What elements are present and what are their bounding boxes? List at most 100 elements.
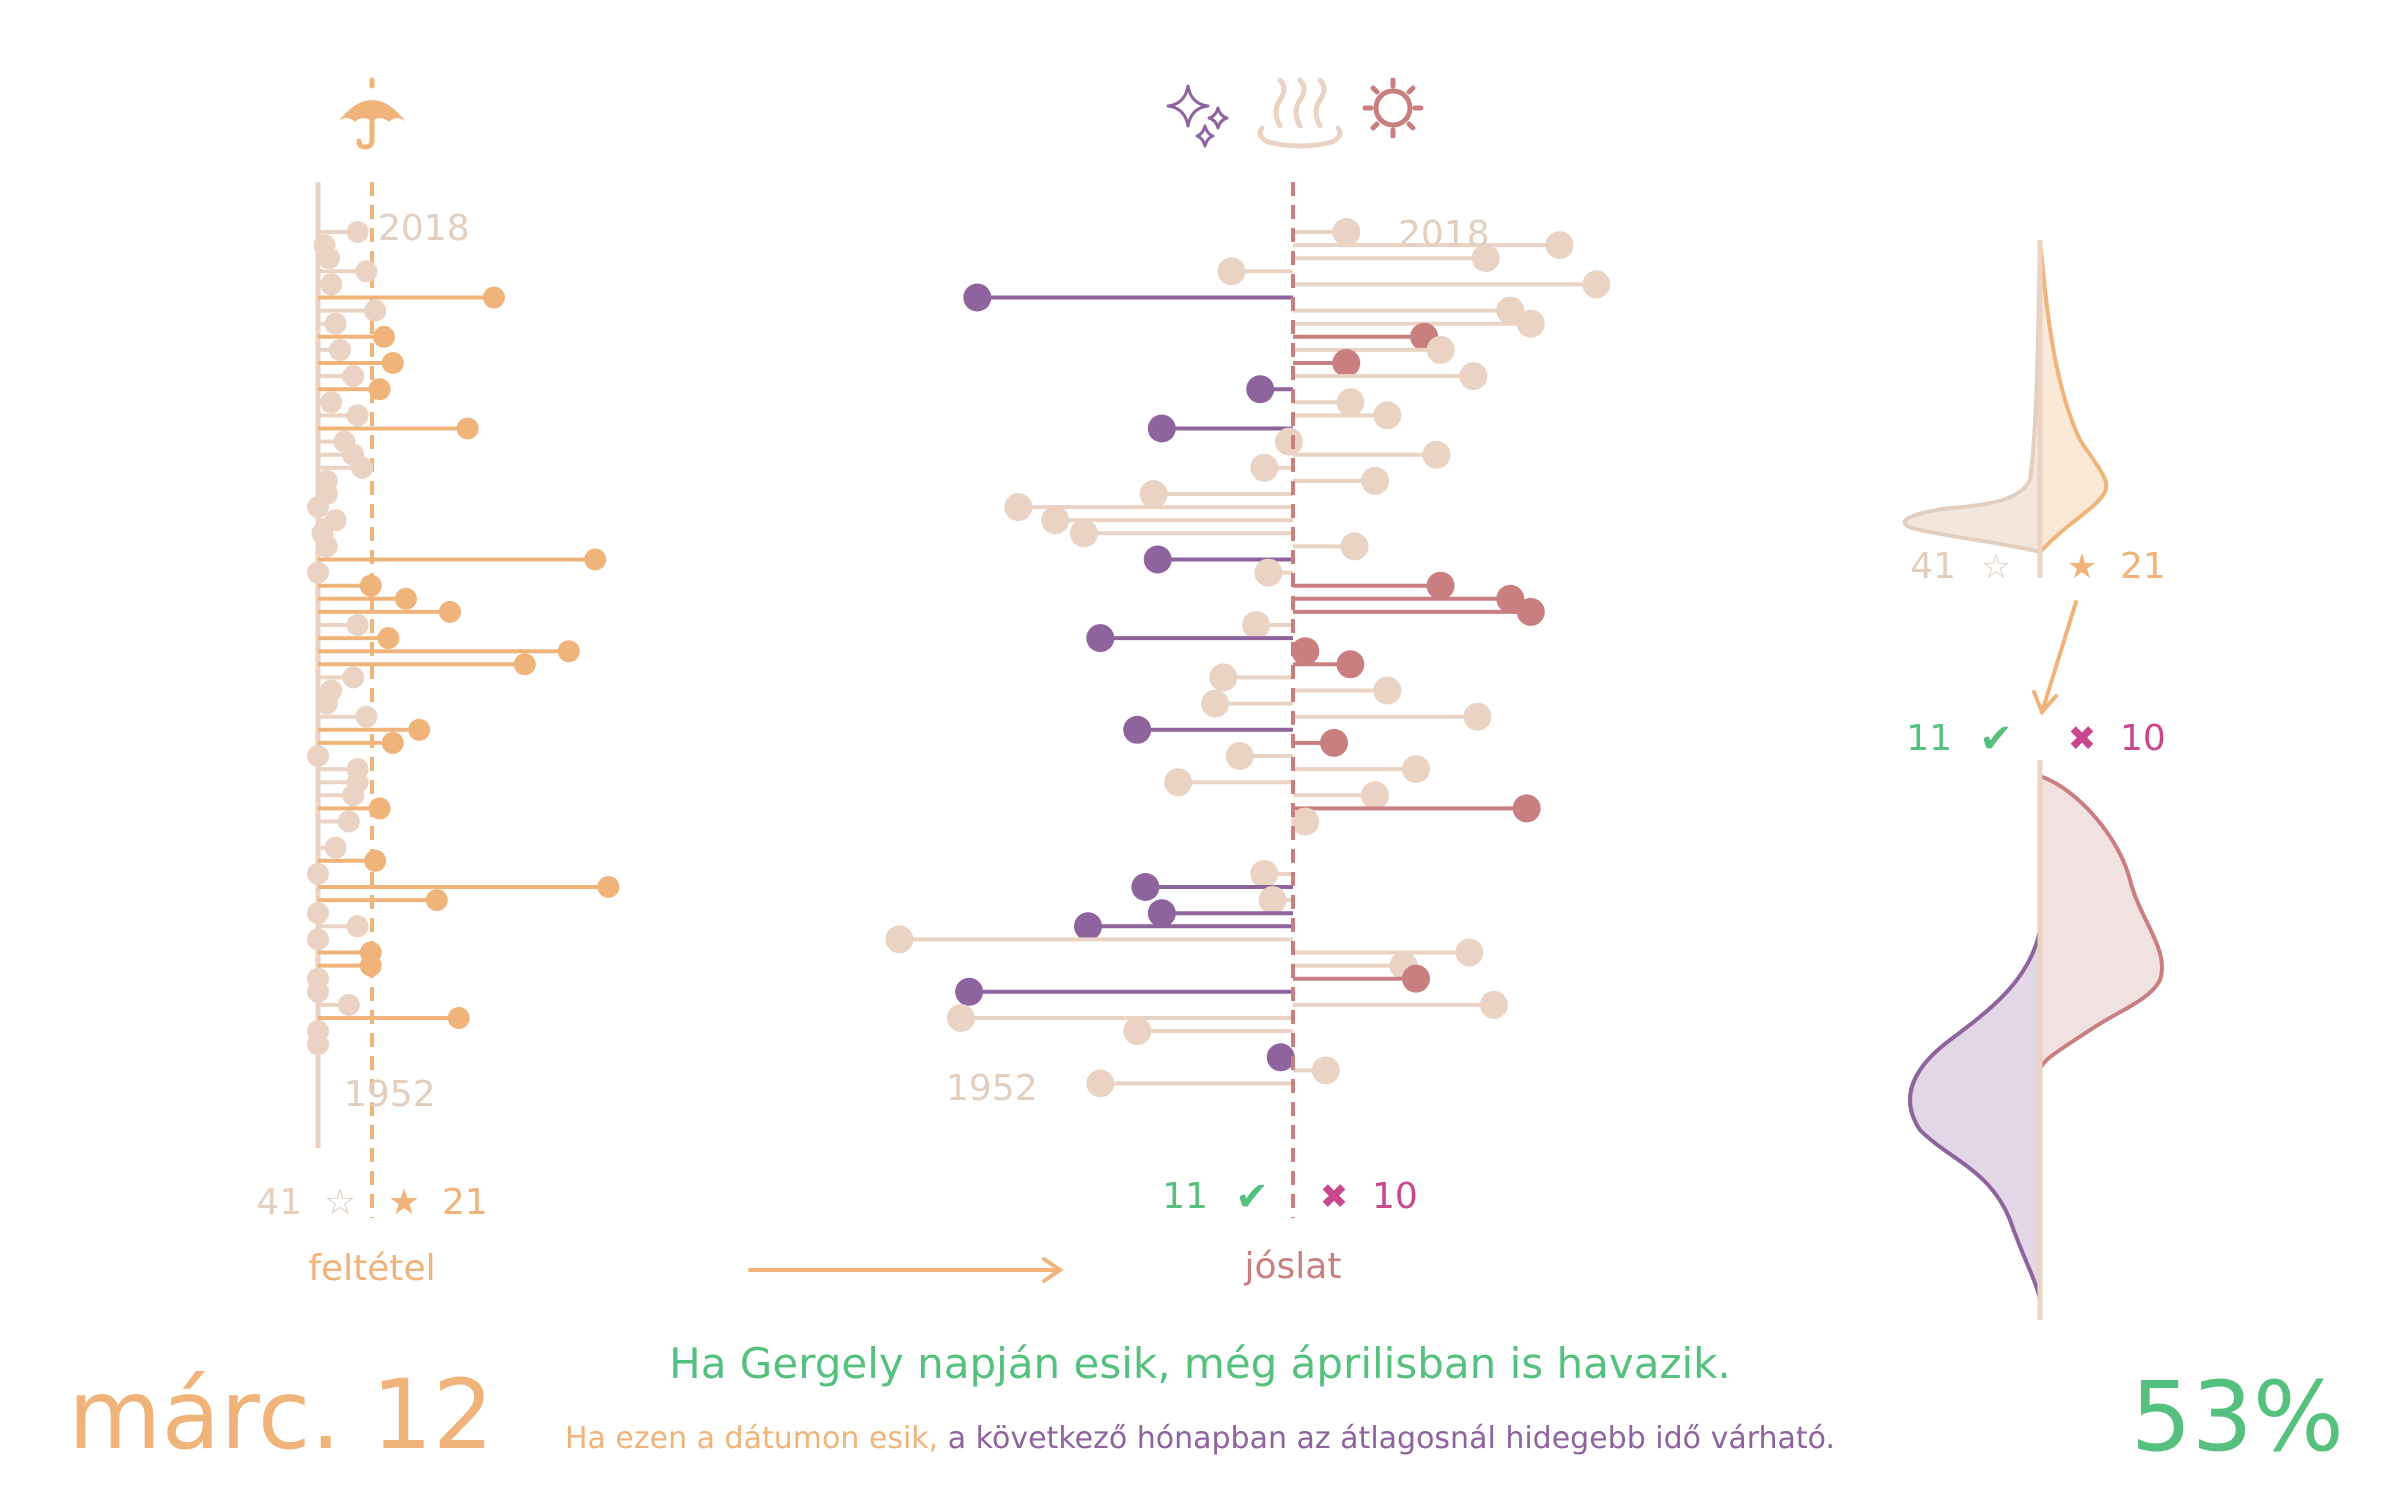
sparkles-icon [1166, 84, 1229, 148]
condition-star-full: ★ [388, 1182, 420, 1223]
forecast-dot [1123, 1017, 1152, 1046]
condition-dot [381, 352, 404, 374]
condition-dot [337, 810, 360, 833]
condition-density [1902, 239, 2109, 578]
condition-dot [307, 902, 329, 925]
forecast-dot [1402, 964, 1430, 993]
sun-icon [1362, 77, 1424, 139]
condition-dot [447, 1007, 470, 1029]
forecast-dot [1402, 755, 1430, 784]
forecast-dot [1336, 650, 1365, 679]
forecast-dot [1336, 388, 1365, 417]
forecast-dot [1516, 309, 1545, 338]
forecast-dot [1069, 519, 1098, 548]
saying-text: Ha Gergely napján esik, még áprilisban i… [669, 1339, 1731, 1388]
condition-dot [557, 640, 580, 663]
umbrella-icon [338, 77, 406, 150]
forecast-dot [1340, 532, 1369, 561]
condition-dot [513, 653, 536, 676]
condition-dot [315, 692, 338, 715]
dist-star-full: ★ [2067, 547, 2097, 587]
forecast-dot [1512, 794, 1541, 823]
forecast-dot [955, 977, 984, 1006]
condition-dot [315, 535, 338, 558]
forecast-dot [1361, 466, 1389, 495]
flow-arrow [748, 1257, 1064, 1283]
check-icon: ✔ [1235, 1174, 1269, 1220]
explanation-text: Ha ezen a dátumon esik, a következő hóna… [565, 1421, 1835, 1456]
dist-count-no: 41 [1910, 546, 1956, 587]
forecast-dot [1426, 335, 1455, 364]
forecast-dot [1426, 571, 1455, 600]
forecast-dot [1147, 899, 1176, 928]
forecast-dot [1582, 270, 1611, 299]
dist-check-icon: ✔ [1979, 716, 2013, 762]
condition-dot [307, 862, 329, 885]
forecast-dot [1291, 637, 1320, 666]
forecast-dot [1143, 545, 1172, 574]
condition-dot [307, 1033, 329, 1056]
condition-dot [320, 391, 343, 414]
condition-dot [324, 312, 347, 335]
condition-dot [597, 876, 620, 898]
forecast-dot [1320, 728, 1348, 757]
forecast-dot [1164, 768, 1193, 797]
forecast-dot [1332, 349, 1361, 377]
forecast-dot [1086, 1069, 1115, 1098]
condition-dot [346, 221, 369, 243]
forecast-dot [1463, 702, 1492, 731]
condition-dot [318, 247, 340, 270]
condition-dot [359, 574, 382, 597]
forecast-density [1908, 760, 2164, 1320]
forecast-dot [1516, 597, 1545, 626]
condition-label: feltétel [308, 1248, 435, 1289]
dist-count-wrong: 10 [2120, 718, 2166, 759]
condition-count-yes: 21 [442, 1182, 488, 1223]
forecast-year-bottom: 1952 [946, 1068, 1038, 1109]
forecast-dot [1123, 715, 1152, 744]
explanation-forecast: a következő hónapban az átlagosnál hideg… [948, 1421, 1835, 1456]
condition-dot [355, 705, 378, 728]
forecast-dot [1422, 440, 1451, 469]
condition-dot [351, 456, 373, 479]
forecast-dot [1131, 873, 1160, 901]
condition-dot [320, 273, 343, 296]
forecast-dot [1496, 296, 1525, 325]
forecast-dot [1209, 663, 1238, 692]
dist-count-yes: 21 [2120, 546, 2166, 587]
condition-dot [346, 915, 369, 938]
condition-dot [395, 587, 417, 610]
explanation-condition: Ha ezen a dátumon esik, [565, 1421, 938, 1456]
forecast-label: jóslat [1244, 1246, 1342, 1287]
dist-count-correct: 11 [1906, 718, 1952, 759]
condition-dot [584, 548, 607, 571]
forecast-dot [1459, 362, 1488, 391]
condition-dot [337, 993, 360, 1016]
condition-dot [377, 627, 400, 650]
forecast-dot [1471, 244, 1500, 273]
condition-dot [368, 797, 391, 820]
forecast-dot [1086, 624, 1115, 653]
condition-dot [359, 954, 382, 977]
forecast-dot [1274, 427, 1303, 456]
forecast-dot [946, 1004, 975, 1032]
forecast-dot [1545, 231, 1574, 260]
forecast-count-correct: 11 [1162, 1176, 1208, 1217]
density-rain [2038, 239, 2109, 554]
forecast-dot [1254, 558, 1283, 587]
forecast-dot [1496, 584, 1525, 613]
condition-dot [425, 889, 448, 912]
forecast-count-wrong: 10 [1372, 1176, 1418, 1217]
forecast-dot [1004, 493, 1033, 522]
condition-dot [342, 784, 365, 807]
condition-dot [355, 260, 378, 283]
forecast-dot [1373, 676, 1402, 705]
forecast-dot [885, 925, 914, 954]
down-arrow [2032, 600, 2078, 716]
forecast-dot [1074, 912, 1102, 941]
forecast-dot [1479, 990, 1508, 1019]
condition-dot [307, 745, 329, 767]
condition-dot [368, 378, 391, 401]
condition-dot [342, 666, 365, 689]
